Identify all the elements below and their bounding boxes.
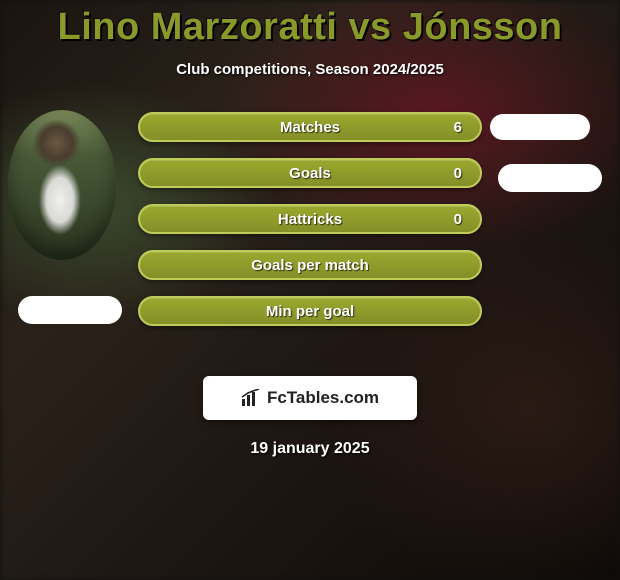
player-portrait-left [8,110,116,260]
stat-bars: Matches 6 Goals 0 Hattricks 0 Goals per … [138,112,482,342]
subtitle: Club competitions, Season 2024/2025 [0,61,620,78]
player-value-pill-right-2 [498,164,602,192]
logo-text: FcTables.com [267,388,379,408]
stat-bar-min-per-goal: Min per goal [138,296,482,326]
stat-value: 6 [454,119,462,136]
chart-icon [241,389,261,407]
stats-stage: Matches 6 Goals 0 Hattricks 0 Goals per … [0,114,620,374]
page-title: Lino Marzoratti vs Jónsson [0,6,620,49]
stat-bar-matches: Matches 6 [138,112,482,142]
player-value-pill-right-1 [490,114,590,140]
comparison-card: Lino Marzoratti vs Jónsson Club competit… [0,0,620,458]
stat-bar-hattricks: Hattricks 0 [138,204,482,234]
stat-value: 0 [454,165,462,182]
player-name-pill-left [18,296,122,324]
stat-bar-goals: Goals 0 [138,158,482,188]
snapshot-date: 19 january 2025 [0,440,620,458]
stat-label: Goals [289,165,331,182]
stat-bar-goals-per-match: Goals per match [138,250,482,280]
stat-label: Matches [280,119,340,136]
source-logo: FcTables.com [203,376,417,420]
stat-label: Min per goal [266,303,354,320]
stat-value: 0 [454,211,462,228]
stat-label: Hattricks [278,211,342,228]
stat-label: Goals per match [251,257,369,274]
